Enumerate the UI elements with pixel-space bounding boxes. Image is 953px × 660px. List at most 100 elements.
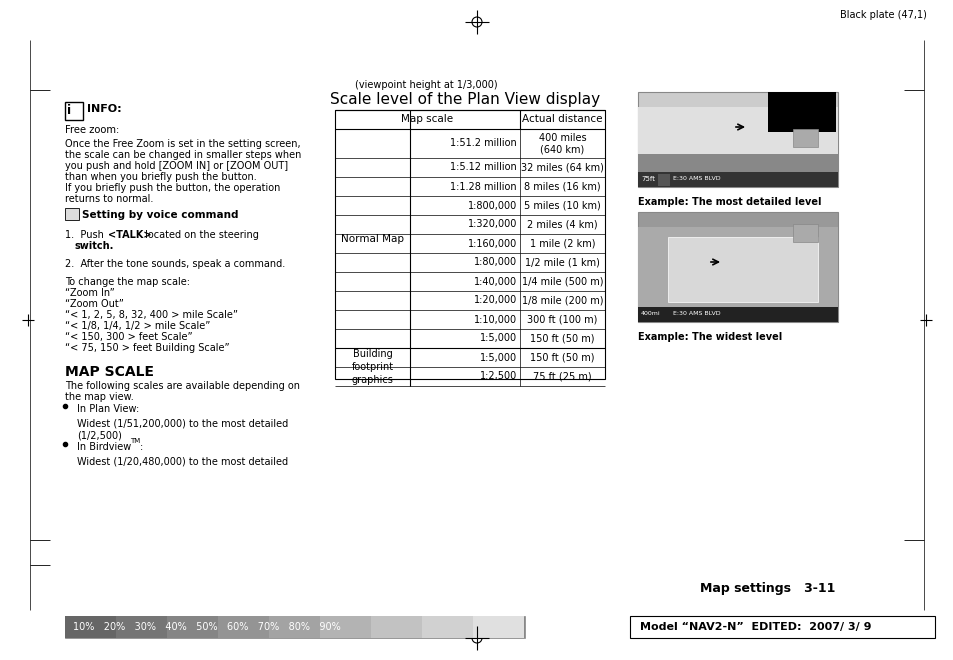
Text: 1:5,000: 1:5,000 [479,352,517,362]
Bar [473,616,523,638]
Bar [335,110,604,379]
Text: “Zoom Out”: “Zoom Out” [65,299,124,309]
Text: In Birdview: In Birdview [77,442,132,452]
Bar [667,237,817,302]
Text: (viewpoint height at 1/3,000): (viewpoint height at 1/3,000) [355,80,497,90]
Text: 1:5.12 million: 1:5.12 million [450,162,517,172]
Text: Model “NAV2-N”  EDITED:  2007/ 3/ 9: Model “NAV2-N” EDITED: 2007/ 3/ 9 [639,622,871,632]
Text: 1:5,000: 1:5,000 [479,333,517,343]
Text: 1 mile (2 km): 1 mile (2 km) [529,238,595,249]
Bar [638,154,837,172]
Text: 1/8 mile (200 m): 1/8 mile (200 m) [521,296,602,306]
Bar [629,616,934,638]
Bar [65,616,116,638]
Text: 75 ft (25 m): 75 ft (25 m) [533,372,591,381]
Text: 2.  After the tone sounds, speak a command.: 2. After the tone sounds, speak a comman… [65,259,285,269]
Text: 1:160,000: 1:160,000 [467,238,517,249]
Text: Widest (1/51,200,000) to the most detailed: Widest (1/51,200,000) to the most detail… [77,419,288,429]
Bar [65,208,79,220]
Text: Widest (1/20,480,000) to the most detailed: Widest (1/20,480,000) to the most detail… [77,457,288,467]
Text: Black plate (47,1): Black plate (47,1) [840,10,926,20]
Text: Map scale: Map scale [401,114,453,125]
Text: Map settings   3-11: Map settings 3-11 [700,582,835,595]
Text: 2 miles (4 km): 2 miles (4 km) [527,220,598,230]
Text: TM: TM [130,438,140,444]
Bar [638,107,837,154]
Text: 1:40,000: 1:40,000 [474,277,517,286]
Bar [116,616,167,638]
Text: In Plan View:: In Plan View: [77,404,139,414]
Bar [319,616,371,638]
Bar [638,307,837,322]
Text: 400 miles
(640 km): 400 miles (640 km) [538,133,586,154]
Text: you push and hold [ZOOM IN] or [ZOOM OUT]: you push and hold [ZOOM IN] or [ZOOM OUT… [65,161,288,171]
Text: 1:2,500: 1:2,500 [479,372,517,381]
Text: than when you briefly push the button.: than when you briefly push the button. [65,172,256,182]
Text: Example: The most detailed level: Example: The most detailed level [638,197,821,207]
Text: 1/2 mile (1 km): 1/2 mile (1 km) [524,257,599,267]
Bar [638,92,837,187]
Text: Setting by voice command: Setting by voice command [82,210,238,220]
Bar [767,92,835,132]
Text: 10%   20%   30%   40%   50%   60%   70%   80%   90%: 10% 20% 30% 40% 50% 60% 70% 80% 90% [73,622,340,632]
Text: 1:10,000: 1:10,000 [474,315,517,325]
Bar [65,102,83,120]
Bar [218,616,269,638]
Text: INFO:: INFO: [87,104,121,114]
Text: MAP SCALE: MAP SCALE [65,365,153,379]
Bar [269,616,319,638]
Text: 5 miles (10 km): 5 miles (10 km) [523,201,600,211]
Text: Normal Map: Normal Map [340,234,403,244]
Text: Example: The widest level: Example: The widest level [638,332,781,342]
Text: 300 ft (100 m): 300 ft (100 m) [527,315,598,325]
Bar [658,174,669,186]
Text: 1:800,000: 1:800,000 [467,201,517,211]
Text: “< 1, 2, 5, 8, 32, 400 > mile Scale”: “< 1, 2, 5, 8, 32, 400 > mile Scale” [65,310,237,320]
Text: E:30 AMS BLVD: E:30 AMS BLVD [672,176,720,181]
Text: 1:1.28 million: 1:1.28 million [450,182,517,191]
Bar [638,212,837,322]
Text: To change the map scale:: To change the map scale: [65,277,190,287]
Text: 8 miles (16 km): 8 miles (16 km) [523,182,600,191]
Text: 150 ft (50 m): 150 ft (50 m) [530,352,594,362]
Text: If you briefly push the button, the operation: If you briefly push the button, the oper… [65,183,280,193]
Text: 1:80,000: 1:80,000 [474,257,517,267]
Text: 150 ft (50 m): 150 ft (50 m) [530,333,594,343]
Text: (1/2,500): (1/2,500) [77,430,122,440]
Text: :: : [140,442,143,452]
Text: 1:320,000: 1:320,000 [467,220,517,230]
Bar [167,616,218,638]
Text: 32 miles (64 km): 32 miles (64 km) [520,162,603,172]
Text: “< 150, 300 > feet Scale”: “< 150, 300 > feet Scale” [65,332,193,342]
Text: i: i [67,104,71,117]
Text: The following scales are available depending on: The following scales are available depen… [65,381,299,391]
Text: 75ft: 75ft [640,176,655,182]
Text: 1:20,000: 1:20,000 [474,296,517,306]
Text: the scale can be changed in smaller steps when: the scale can be changed in smaller step… [65,150,301,160]
Text: E:30 AMS BLVD: E:30 AMS BLVD [672,311,720,316]
Text: Scale level of the Plan View display: Scale level of the Plan View display [330,92,599,107]
Text: “< 75, 150 > feet Building Scale”: “< 75, 150 > feet Building Scale” [65,343,230,353]
Text: 400mi: 400mi [640,311,659,316]
Text: “Zoom In”: “Zoom In” [65,288,114,298]
Bar [65,616,524,638]
Text: Actual distance: Actual distance [521,114,602,125]
Bar [638,227,837,307]
Text: 1.  Push: 1. Push [65,230,107,240]
Text: returns to normal.: returns to normal. [65,194,153,204]
Bar [421,616,473,638]
Text: <TALK>: <TALK> [108,230,152,240]
Text: “< 1/8, 1/4, 1/2 > mile Scale”: “< 1/8, 1/4, 1/2 > mile Scale” [65,321,211,331]
Text: Building
footprint
graphics: Building footprint graphics [351,348,394,385]
Bar [792,224,817,242]
Text: 1/4 mile (500 m): 1/4 mile (500 m) [521,277,602,286]
Bar [792,129,817,147]
Text: located on the steering: located on the steering [142,230,258,240]
Text: Once the Free Zoom is set in the setting screen,: Once the Free Zoom is set in the setting… [65,139,300,149]
Bar [371,616,421,638]
Text: Free zoom:: Free zoom: [65,125,119,135]
Bar [638,172,837,187]
Text: the map view.: the map view. [65,392,133,402]
Text: switch.: switch. [75,241,114,251]
Text: 1:51.2 million: 1:51.2 million [450,139,517,148]
